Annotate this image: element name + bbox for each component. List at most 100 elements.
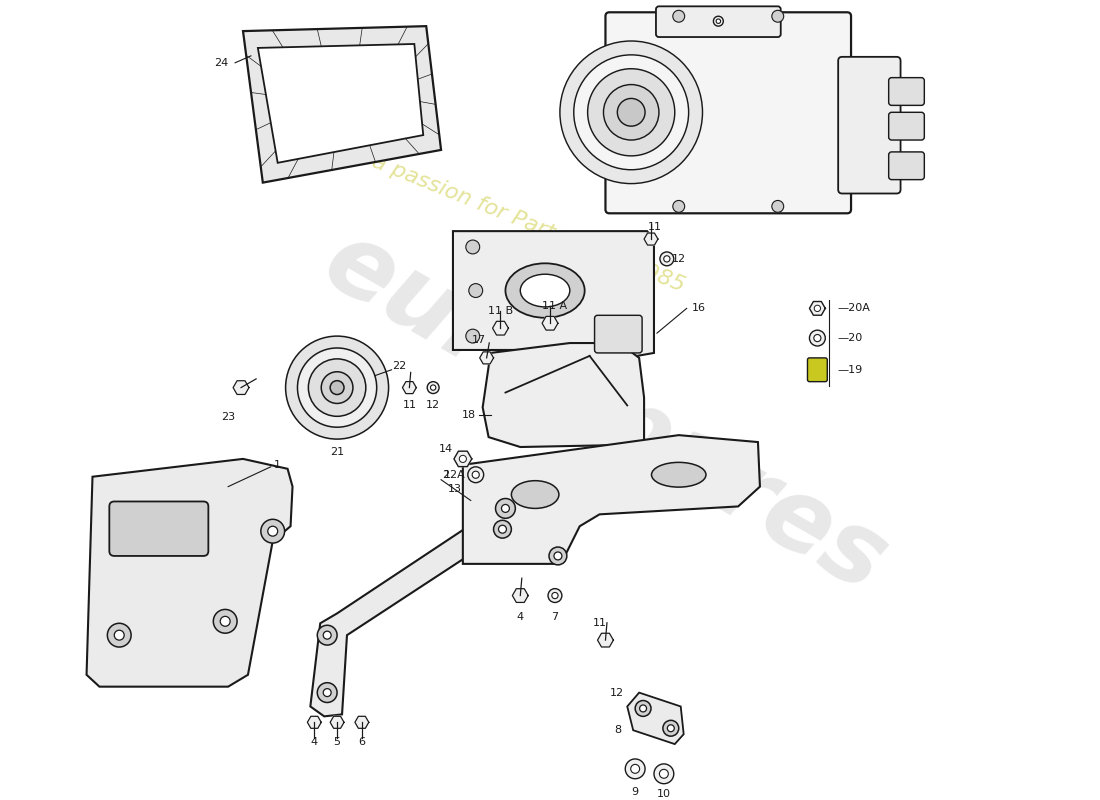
Circle shape — [430, 385, 436, 390]
Circle shape — [654, 764, 674, 784]
Circle shape — [114, 630, 124, 640]
Circle shape — [574, 55, 689, 170]
Ellipse shape — [512, 481, 559, 509]
Polygon shape — [542, 316, 558, 330]
Circle shape — [297, 348, 376, 427]
Text: 5: 5 — [333, 737, 341, 747]
Circle shape — [267, 526, 277, 536]
Circle shape — [469, 284, 483, 298]
Circle shape — [716, 19, 720, 23]
Circle shape — [460, 455, 466, 462]
Text: 12: 12 — [426, 401, 440, 410]
Circle shape — [630, 764, 639, 774]
Circle shape — [659, 770, 669, 778]
Text: 17: 17 — [472, 335, 486, 345]
Text: 11 A: 11 A — [542, 302, 568, 311]
Text: —20: —20 — [837, 333, 862, 343]
Circle shape — [321, 372, 353, 403]
FancyBboxPatch shape — [889, 78, 924, 106]
Circle shape — [668, 725, 674, 732]
Circle shape — [498, 526, 506, 533]
Circle shape — [427, 382, 439, 394]
Text: 4: 4 — [517, 612, 524, 622]
Circle shape — [673, 201, 684, 212]
Circle shape — [673, 10, 684, 22]
Polygon shape — [645, 233, 658, 245]
Polygon shape — [597, 634, 614, 647]
Circle shape — [587, 69, 674, 156]
Ellipse shape — [520, 274, 570, 307]
Text: 23: 23 — [221, 412, 235, 422]
Text: 13: 13 — [448, 484, 462, 494]
Text: 11: 11 — [648, 222, 662, 232]
Text: 11 B: 11 B — [488, 306, 513, 316]
Polygon shape — [87, 459, 293, 686]
Circle shape — [502, 505, 509, 512]
Circle shape — [494, 520, 512, 538]
Text: 11: 11 — [403, 401, 417, 410]
Text: 21: 21 — [330, 447, 344, 457]
Circle shape — [468, 467, 484, 482]
Text: 12A: 12A — [444, 470, 465, 480]
Text: 18: 18 — [462, 410, 476, 420]
Circle shape — [639, 705, 647, 712]
Circle shape — [617, 98, 645, 126]
Circle shape — [772, 10, 783, 22]
Polygon shape — [330, 716, 344, 728]
Polygon shape — [463, 435, 760, 564]
Circle shape — [286, 336, 388, 439]
Text: —19: —19 — [837, 365, 862, 374]
Text: 22: 22 — [393, 361, 407, 371]
Circle shape — [714, 16, 724, 26]
Text: 12: 12 — [610, 688, 625, 698]
Ellipse shape — [505, 263, 585, 318]
Circle shape — [663, 720, 679, 736]
Circle shape — [814, 306, 821, 311]
Circle shape — [552, 593, 558, 598]
Circle shape — [323, 631, 331, 639]
Text: 2: 2 — [442, 470, 450, 480]
Circle shape — [261, 519, 285, 543]
Polygon shape — [403, 382, 416, 394]
Circle shape — [660, 252, 674, 266]
Circle shape — [554, 552, 562, 560]
Circle shape — [220, 616, 230, 626]
Polygon shape — [493, 322, 508, 335]
Circle shape — [772, 201, 783, 212]
FancyBboxPatch shape — [838, 57, 901, 194]
Circle shape — [495, 498, 515, 518]
Circle shape — [635, 701, 651, 716]
Polygon shape — [453, 231, 654, 360]
Text: a passion for Parts since 1985: a passion for Parts since 1985 — [368, 151, 688, 295]
Text: 4: 4 — [311, 737, 318, 747]
FancyBboxPatch shape — [109, 502, 208, 556]
Circle shape — [814, 334, 821, 342]
Text: 1: 1 — [274, 460, 282, 470]
Text: 24: 24 — [214, 58, 229, 68]
Circle shape — [308, 359, 366, 416]
Text: 14: 14 — [439, 444, 453, 454]
Circle shape — [663, 256, 670, 262]
Text: 10: 10 — [657, 789, 671, 798]
Polygon shape — [810, 302, 825, 315]
Text: 9: 9 — [631, 786, 639, 797]
Polygon shape — [454, 451, 472, 466]
Polygon shape — [483, 343, 645, 447]
FancyBboxPatch shape — [889, 152, 924, 180]
Circle shape — [213, 610, 238, 633]
Polygon shape — [233, 381, 249, 394]
Text: 11: 11 — [593, 618, 606, 628]
Circle shape — [625, 759, 645, 778]
FancyBboxPatch shape — [656, 6, 781, 37]
FancyBboxPatch shape — [889, 112, 924, 140]
Text: —20A: —20A — [837, 303, 870, 314]
Circle shape — [330, 381, 344, 394]
Polygon shape — [480, 352, 494, 364]
Circle shape — [604, 85, 659, 140]
Text: 16: 16 — [692, 303, 705, 314]
Text: eurospares: eurospares — [306, 213, 903, 614]
Polygon shape — [355, 716, 368, 728]
Circle shape — [560, 41, 703, 183]
Circle shape — [108, 623, 131, 647]
Polygon shape — [307, 716, 321, 728]
